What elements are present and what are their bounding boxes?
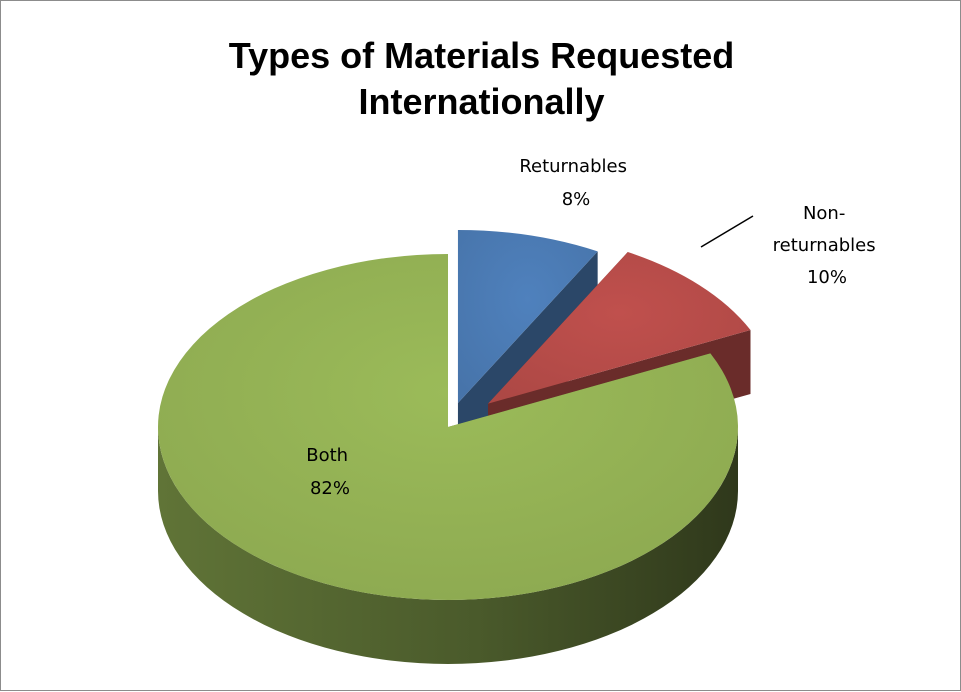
non-returnables-leader-line xyxy=(700,215,754,248)
slice-label-non-returnables-name-1: Non- xyxy=(803,203,845,224)
pie-tops xyxy=(157,254,738,664)
slice-label-both-name: Both xyxy=(306,445,348,466)
slice-label-non-returnables-name-2: returnables xyxy=(773,235,876,256)
slice-label-both-value: 82% xyxy=(310,478,350,499)
slice-label-non-returnables: Non- returnables 10% xyxy=(773,203,882,288)
slice-label-non-returnables-value: 10% xyxy=(807,267,847,288)
chart-title: Types of Materials Requested Internation… xyxy=(1,33,961,125)
slice-both xyxy=(157,254,738,600)
chart-title-line-1: Types of Materials Requested xyxy=(228,35,735,76)
chart-title-line-2: Internationally xyxy=(358,81,605,122)
slice-returnables xyxy=(457,229,598,403)
slice-non-returnables xyxy=(488,252,751,404)
slice-both-rim xyxy=(158,427,738,664)
slice-label-returnables-value: 8% xyxy=(562,189,591,210)
slice-label-returnables-name: Returnables xyxy=(519,156,627,177)
slice-label-both: Both 82% xyxy=(306,445,354,499)
slice-label-returnables: Returnables 8% xyxy=(519,156,632,210)
